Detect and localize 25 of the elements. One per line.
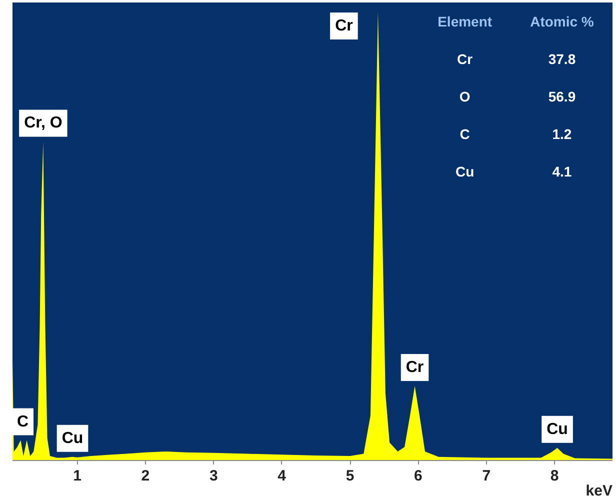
x-tick-label: 5 <box>346 468 354 484</box>
annotation: 4.1 <box>552 164 572 180</box>
annotation: 56.9 <box>548 88 576 104</box>
annotation: O <box>459 88 470 104</box>
annotation: Cr, O <box>24 114 62 132</box>
x-axis-title: keV <box>586 482 613 496</box>
annotation: Cu <box>455 164 474 180</box>
annotation: 1.2 <box>552 126 572 142</box>
x-tick-label: 7 <box>482 468 491 484</box>
annotation: Cr <box>457 50 474 67</box>
annotation: Cu <box>62 430 84 447</box>
x-tick-label: 4 <box>278 468 287 484</box>
annotation: C <box>16 413 29 430</box>
x-tick-label: 8 <box>550 468 559 484</box>
annotation: C <box>460 126 470 142</box>
annotation: Cr <box>335 17 353 34</box>
annotation: 37.8 <box>548 50 576 67</box>
x-tick-label: 3 <box>209 468 218 484</box>
x-tick-label: 6 <box>414 468 422 484</box>
annotation: Element <box>438 13 492 30</box>
x-tick-label: 1 <box>73 468 82 484</box>
annotation: Cu <box>546 420 568 438</box>
x-tick-label: 2 <box>141 468 150 484</box>
annotation: Atomic % <box>530 13 594 30</box>
annotation: Cr <box>406 358 424 376</box>
